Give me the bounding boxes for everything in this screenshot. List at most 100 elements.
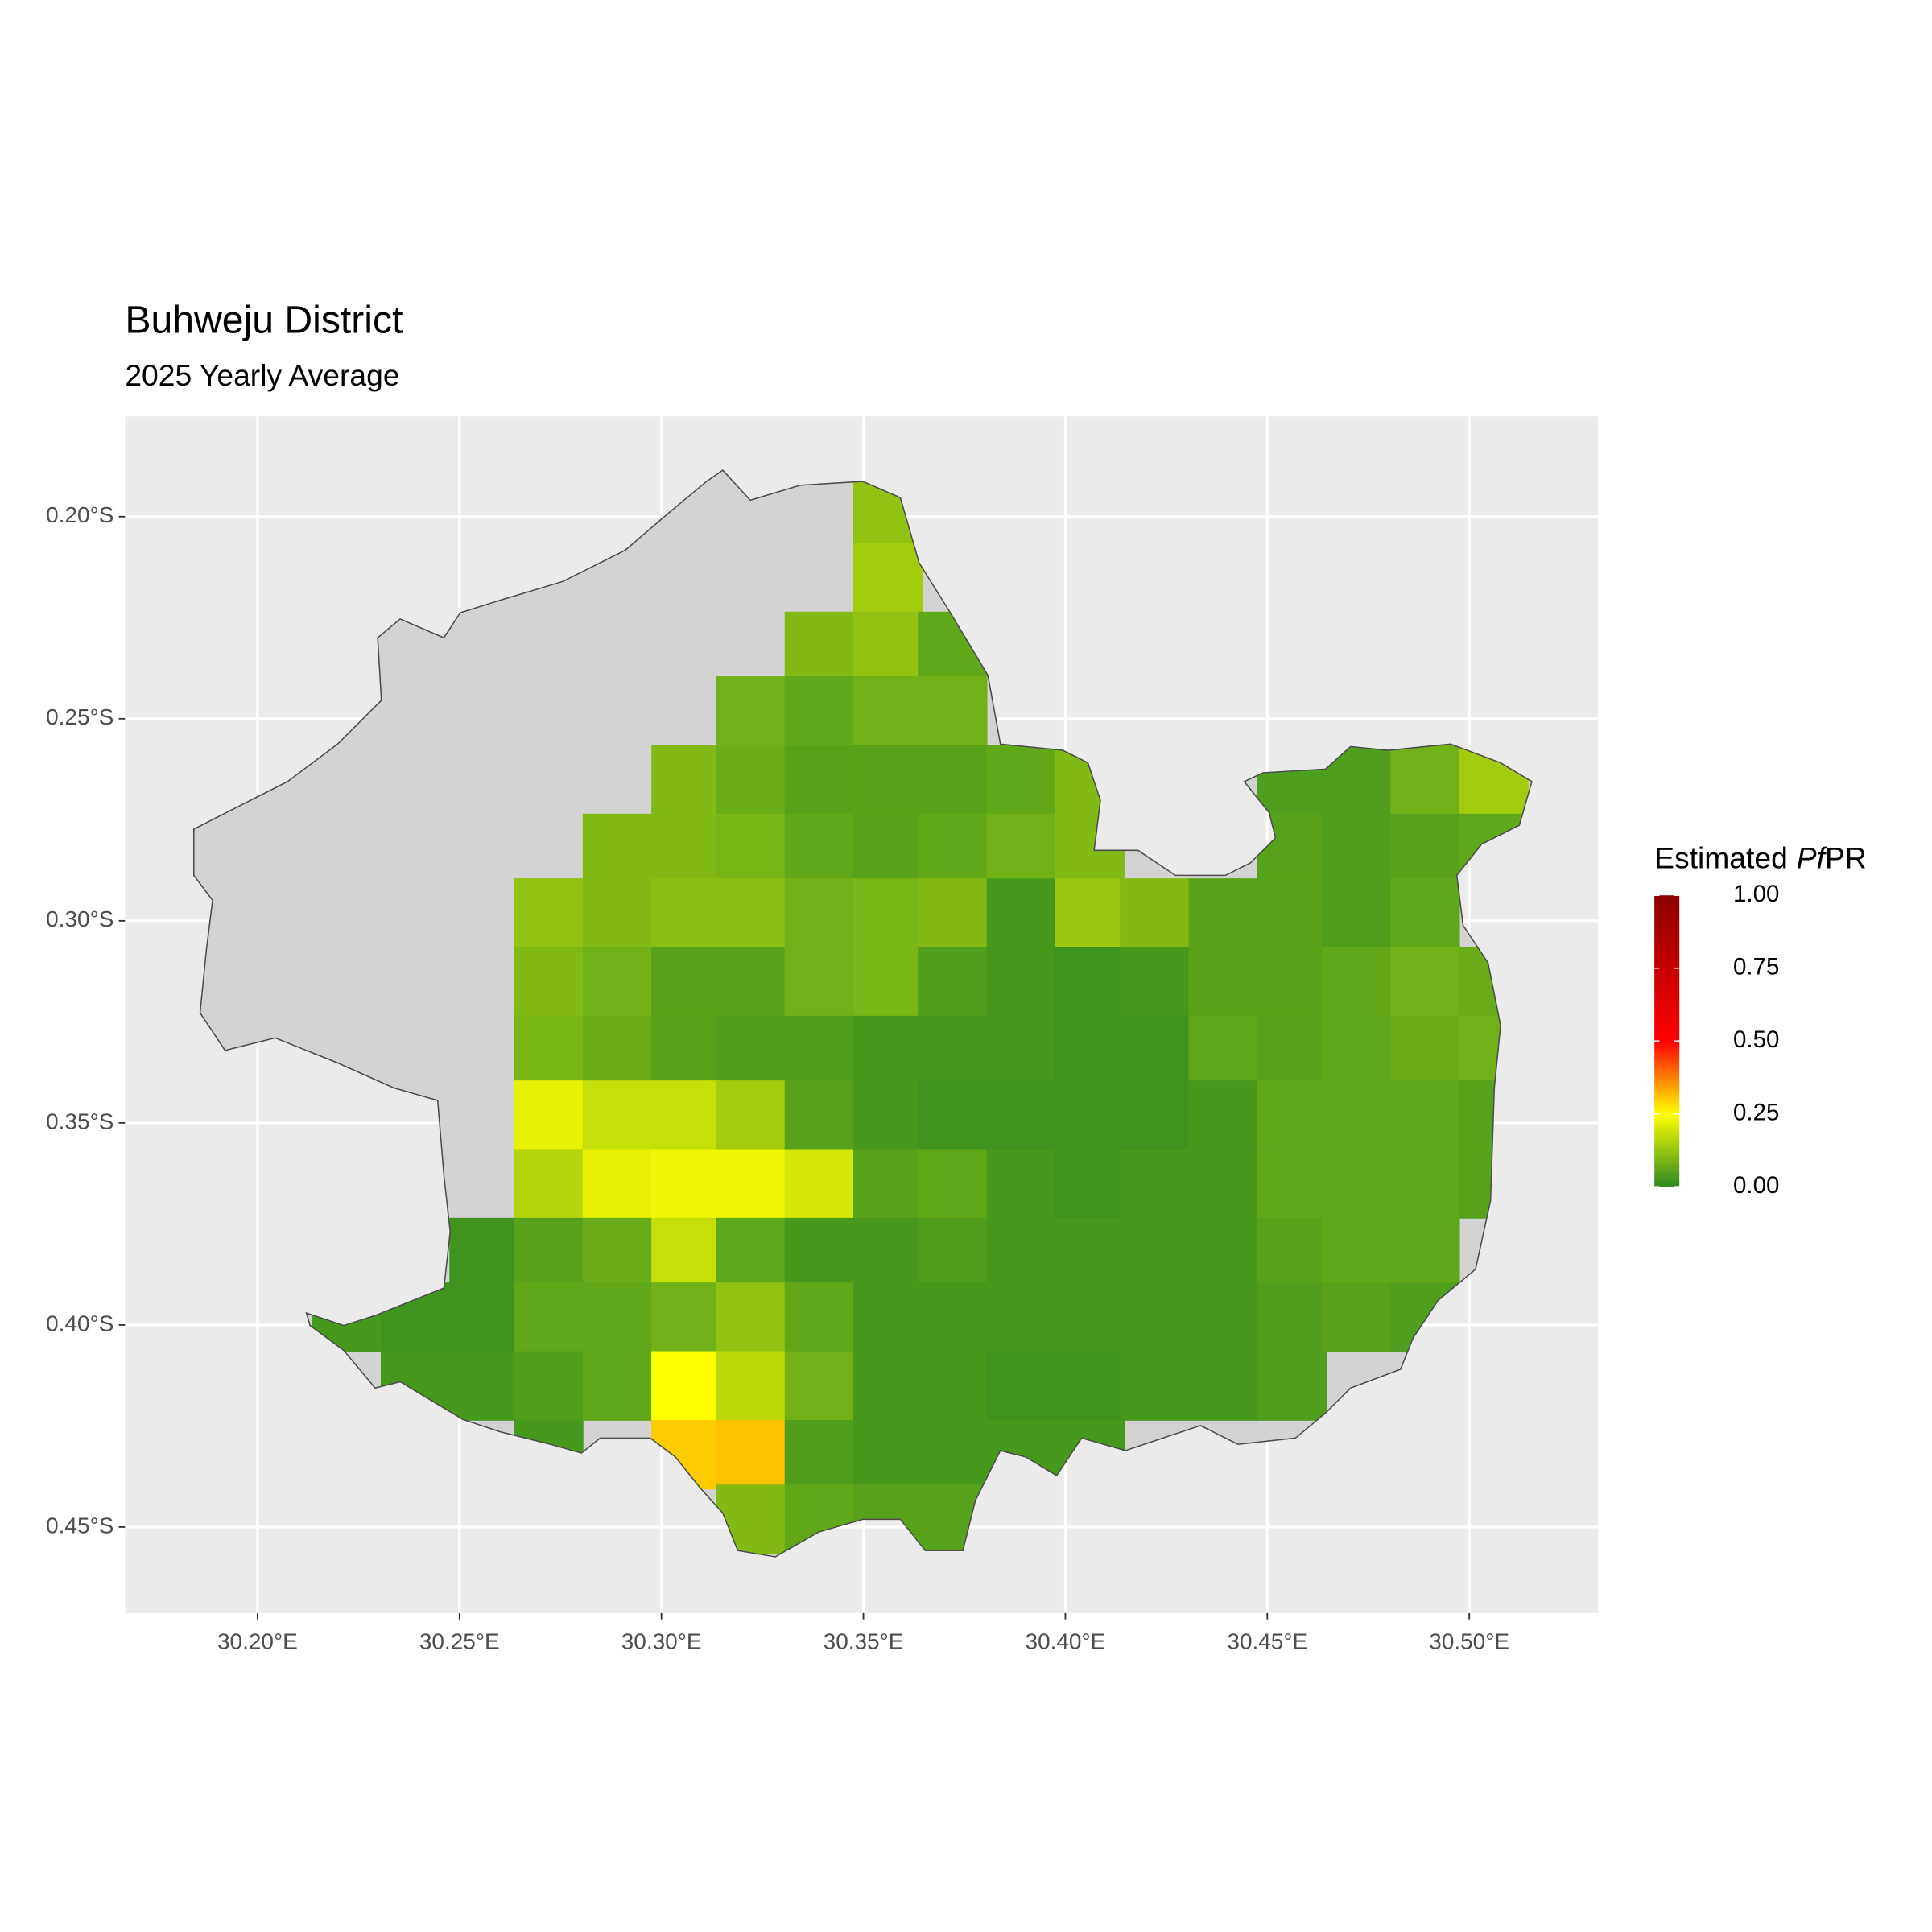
cell bbox=[784, 745, 854, 815]
cell bbox=[651, 947, 721, 1017]
cell bbox=[582, 813, 653, 884]
cell bbox=[1188, 1282, 1258, 1352]
chart-title: Buhweju District bbox=[125, 298, 403, 341]
cell bbox=[651, 813, 721, 884]
cell bbox=[1390, 947, 1460, 1017]
cell bbox=[1055, 947, 1125, 1017]
y-tick-label: 0.25°S bbox=[46, 704, 114, 729]
cell bbox=[1257, 1080, 1327, 1150]
cell bbox=[1257, 1282, 1327, 1352]
cell bbox=[853, 1080, 923, 1150]
cell bbox=[784, 611, 854, 682]
cell bbox=[1188, 1015, 1258, 1086]
cell bbox=[1390, 1149, 1460, 1219]
cell bbox=[716, 813, 786, 884]
cell bbox=[853, 1282, 923, 1352]
cell bbox=[651, 878, 721, 948]
cell bbox=[853, 1149, 923, 1219]
cell bbox=[1120, 1080, 1190, 1150]
cell bbox=[514, 1282, 584, 1352]
cell bbox=[1055, 1149, 1125, 1219]
cell bbox=[853, 813, 923, 884]
cell bbox=[1257, 1351, 1327, 1421]
cell bbox=[918, 813, 988, 884]
cell bbox=[784, 1080, 854, 1150]
cell bbox=[1120, 1015, 1190, 1086]
legend-title-part: PR bbox=[1825, 841, 1867, 875]
colorbar-label: 0.25 bbox=[1733, 1099, 1779, 1125]
cell bbox=[716, 947, 786, 1017]
cell bbox=[716, 1080, 786, 1150]
x-tick-label: 30.30°E bbox=[621, 1629, 702, 1654]
cell bbox=[651, 1282, 721, 1352]
cell bbox=[1390, 1015, 1460, 1086]
cell bbox=[1390, 1217, 1460, 1288]
cell bbox=[582, 947, 653, 1017]
cell bbox=[853, 947, 923, 1017]
colorbar-label: 0.75 bbox=[1733, 954, 1779, 980]
cell bbox=[651, 745, 721, 815]
cell bbox=[716, 745, 786, 815]
x-tick-label: 30.35°E bbox=[824, 1629, 904, 1654]
legend-title-part: Pf bbox=[1797, 841, 1828, 875]
cell bbox=[986, 1282, 1056, 1352]
y-tick-label: 0.20°S bbox=[46, 502, 114, 527]
colorbar-label: 0.50 bbox=[1733, 1026, 1779, 1053]
cell bbox=[514, 878, 584, 948]
cell bbox=[784, 878, 854, 948]
cell bbox=[1055, 1282, 1125, 1352]
cell bbox=[651, 1080, 721, 1150]
cell bbox=[1322, 1149, 1392, 1219]
cell bbox=[716, 1217, 786, 1288]
cell bbox=[986, 1217, 1056, 1288]
cell bbox=[514, 1149, 584, 1219]
cell bbox=[582, 1015, 653, 1086]
cell bbox=[651, 1351, 721, 1421]
cell bbox=[716, 676, 786, 746]
cell bbox=[514, 1080, 584, 1150]
x-tick-label: 30.25°E bbox=[419, 1629, 500, 1654]
x-tick-label: 30.40°E bbox=[1026, 1629, 1106, 1654]
cell bbox=[1055, 1015, 1125, 1086]
cell bbox=[1188, 947, 1258, 1017]
cell bbox=[1322, 878, 1392, 948]
cell bbox=[853, 676, 923, 746]
cell bbox=[1120, 947, 1190, 1017]
cell bbox=[651, 1015, 721, 1086]
cell bbox=[514, 1217, 584, 1288]
cell bbox=[582, 1217, 653, 1288]
chart-subtitle: 2025 Yearly Average bbox=[125, 358, 399, 392]
cell bbox=[1390, 878, 1460, 948]
cell bbox=[651, 1217, 721, 1288]
cell bbox=[784, 1351, 854, 1421]
cell bbox=[1390, 745, 1460, 815]
y-tick-label: 0.35°S bbox=[46, 1108, 114, 1133]
cell bbox=[1390, 1080, 1460, 1150]
cell bbox=[784, 1149, 854, 1219]
legend-title: Estimated PfPR bbox=[1654, 841, 1867, 875]
axes: 30.20°E 30.25°E 30.30°E 30.35°E 30.40°E 30.45… bbox=[46, 502, 1509, 1653]
cell bbox=[918, 1080, 988, 1150]
cell bbox=[853, 611, 923, 682]
cell bbox=[986, 1351, 1056, 1421]
cell bbox=[1120, 1217, 1190, 1288]
cell bbox=[449, 1282, 519, 1352]
cell bbox=[1188, 1351, 1258, 1421]
y-tick-label: 0.30°S bbox=[46, 906, 114, 931]
cell bbox=[1322, 1015, 1392, 1086]
x-tick-label: 30.45°E bbox=[1227, 1629, 1307, 1654]
cell bbox=[449, 1217, 519, 1288]
cell bbox=[1390, 813, 1460, 884]
cell bbox=[784, 947, 854, 1017]
cell bbox=[1257, 878, 1327, 948]
cell bbox=[716, 1149, 786, 1219]
cell bbox=[784, 1217, 854, 1288]
legend: 0.00 0.25 0.50 0.75 1.00 bbox=[1654, 881, 1779, 1199]
cell bbox=[514, 1351, 584, 1421]
cell bbox=[582, 1149, 653, 1219]
legend-title-part: Estimated bbox=[1654, 841, 1788, 875]
cell bbox=[853, 1419, 923, 1490]
cell bbox=[1188, 878, 1258, 948]
